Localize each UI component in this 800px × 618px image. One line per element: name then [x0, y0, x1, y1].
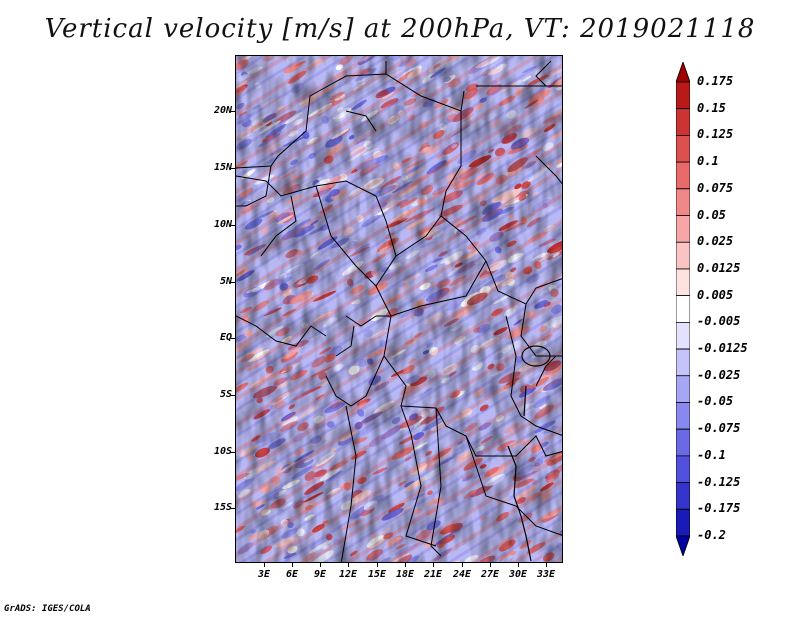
colorbar-bin [676, 402, 690, 430]
colorbar-bin [676, 508, 690, 537]
colorbar-label: -0.075 [697, 421, 741, 436]
lon-tick [264, 563, 265, 567]
colorbar-label: 0.125 [697, 127, 734, 142]
lat-tick [231, 452, 235, 453]
grads-credit: GrADS: IGES/COLA [4, 604, 91, 614]
lon-label: 21E [423, 569, 443, 580]
lon-tick [546, 563, 547, 567]
lon-label: 33E [536, 569, 556, 580]
lat-label: 10S [213, 446, 232, 457]
colorbar-label: -0.175 [697, 501, 741, 516]
colorbar-bin [676, 295, 690, 323]
colorbar-label: 0.175 [697, 74, 734, 88]
lat-tick [231, 225, 235, 226]
colorbar-label: 0.15 [697, 100, 726, 115]
lon-label: 30E [508, 569, 528, 580]
lon-tick [518, 563, 519, 567]
lat-tick [231, 508, 235, 509]
lon-label: 12E [338, 569, 358, 580]
colorbar-label: -0.0125 [697, 341, 748, 356]
colorbar-label: 0.0125 [697, 260, 741, 275]
colorbar-label: 0.05 [697, 207, 726, 222]
lon-tick [348, 563, 349, 567]
colorbar-bin [676, 241, 690, 270]
colorbar-label: -0.125 [697, 474, 741, 489]
colorbar-bin [676, 81, 690, 110]
colorbar-bin [676, 135, 690, 163]
lat-tick [231, 168, 235, 169]
colorbar-bin [676, 321, 690, 350]
colorbar [676, 62, 690, 556]
lon-label: 24E [452, 569, 472, 580]
colorbar-label: -0.005 [697, 314, 741, 329]
lat-tick [231, 111, 235, 112]
lon-tick [462, 563, 463, 567]
lat-tick [231, 282, 235, 283]
colorbar-bin [676, 455, 690, 483]
colorbar-bin [676, 348, 690, 377]
vertical-velocity-map [235, 55, 563, 563]
colorbar-bin [676, 188, 690, 216]
lon-tick [377, 563, 378, 567]
lon-label: 9E [313, 569, 327, 580]
lon-tick [433, 563, 434, 567]
lon-tick [405, 563, 406, 567]
colorbar-bin [676, 161, 690, 190]
lon-tick [490, 563, 491, 567]
lat-label: EQ [219, 332, 232, 343]
lat-label: 15S [213, 502, 232, 513]
colorbar-bin [676, 482, 690, 510]
lon-label: 3E [257, 569, 271, 580]
country-borders [236, 60, 562, 562]
lat-label: 20N [213, 105, 232, 116]
colorbar-label: 0.075 [697, 180, 734, 195]
lat-label: 10N [213, 219, 232, 230]
lat-label: 15N [213, 162, 232, 173]
lakes [507, 345, 551, 562]
colorbar-bin [676, 428, 690, 457]
colorbar-bin [676, 62, 690, 83]
lat-tick [231, 338, 235, 339]
lon-tick [320, 563, 321, 567]
lon-label: 27E [480, 569, 500, 580]
map-title: Vertical velocity [m/s] at 200hPa, VT: 2… [44, 14, 756, 44]
colorbar-label: -0.025 [697, 367, 741, 382]
colorbar-label: -0.05 [697, 394, 734, 409]
lon-label: 18E [395, 569, 415, 580]
colorbar-label: 0.1 [697, 154, 719, 169]
colorbar-bin [676, 268, 690, 297]
lon-label: 6E [285, 569, 299, 580]
lon-label: 15E [367, 569, 387, 580]
colorbar-bin [676, 215, 690, 243]
lat-label: 5S [219, 389, 232, 400]
lon-tick [292, 563, 293, 567]
colorbar-label: -0.2 [697, 528, 726, 542]
colorbar-label: 0.005 [697, 287, 734, 302]
lat-label: 5N [219, 276, 232, 287]
lat-tick [231, 395, 235, 396]
colorbar-bin [676, 535, 690, 556]
colorbar-label: -0.1 [697, 447, 726, 462]
colorbar-bin [676, 375, 690, 403]
colorbar-bin [676, 108, 690, 136]
colorbar-label: 0.025 [697, 234, 734, 249]
